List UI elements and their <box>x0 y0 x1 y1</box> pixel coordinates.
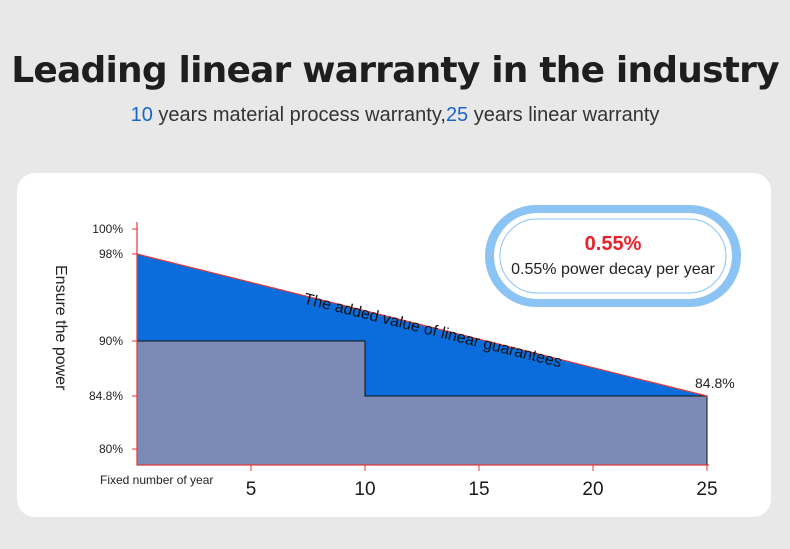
badge-value: 0.55% <box>585 233 642 255</box>
material-warranty-years: 10 <box>130 104 153 126</box>
x-tick-label: 25 <box>696 479 717 500</box>
y-axis-label: Ensure the power <box>52 265 69 391</box>
x-tick-label: 5 <box>246 479 257 500</box>
y-tick-label: 100% <box>92 222 123 236</box>
x-tick-label: 10 <box>354 479 375 500</box>
page-subtitle: 10 years material process warranty,25 ye… <box>0 104 790 127</box>
x-tick-label: 15 <box>468 479 489 500</box>
badge-text: 0.55% power decay per year <box>511 261 715 278</box>
material-warranty-text: years material process warranty, <box>152 104 446 126</box>
x-axis-label: Fixed number of year <box>100 473 213 487</box>
y-tick-label: 90% <box>99 334 123 348</box>
linear-warranty-text: years linear warranty <box>468 104 660 126</box>
end-value-label: 84.8% <box>695 375 735 391</box>
decay-badge: 0.55% 0.55% power decay per year <box>485 205 741 307</box>
linear-warranty-years: 25 <box>445 104 469 126</box>
y-tick-label: 98% <box>99 247 123 261</box>
y-tick-label: 80% <box>99 442 123 456</box>
y-tick-label: 84.8% <box>89 389 123 403</box>
badge-inner <box>494 213 732 299</box>
page-title: Leading linear warranty in the industry <box>11 50 779 91</box>
linear-guarantee-line <box>136 253 708 397</box>
x-tick-label: 20 <box>582 479 603 500</box>
badge-inner-border <box>499 218 727 294</box>
